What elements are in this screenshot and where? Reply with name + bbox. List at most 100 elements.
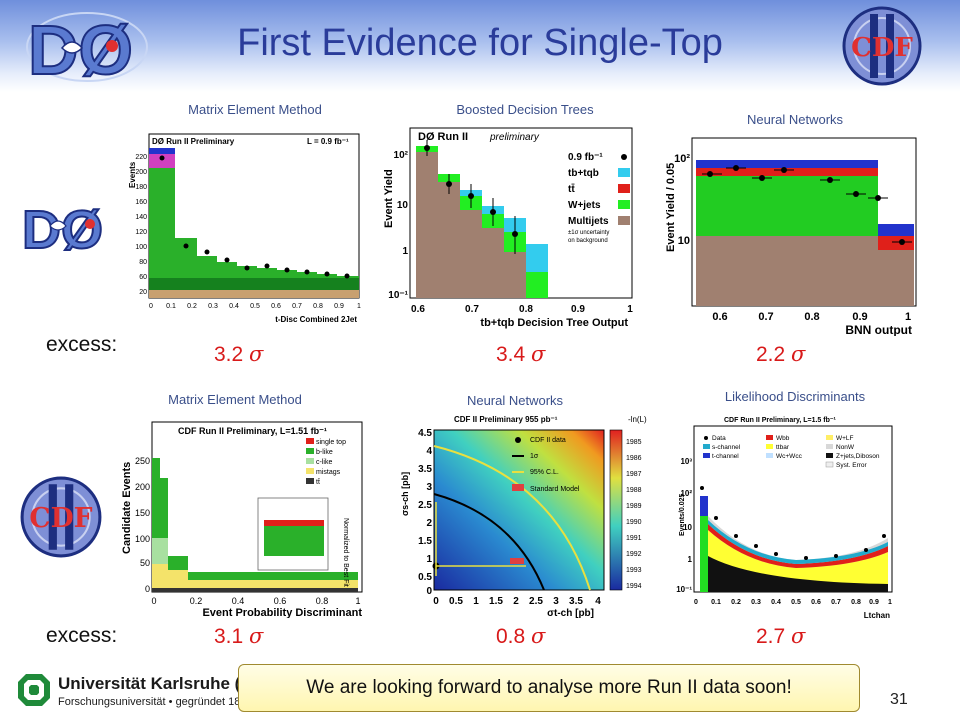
svg-text:1: 1 [402,246,408,257]
plot-cdf-matrix-element: CDF Run II Preliminary, L=1.51 fb⁻¹ sing… [118,418,366,618]
plot-cdf-mem-title: CDF Run II Preliminary, L=1.51 fb⁻¹ [178,426,327,436]
z-tick: 1994 [626,583,642,590]
legend-cdf-mem-0: single top [316,439,346,446]
panel-label-d0-nn: Neural Networks [746,112,844,127]
svg-text:0.9: 0.9 [852,311,867,323]
plot-d0-nn-ylabel: Event Yield / 0.05 [665,163,677,252]
cdf-logo-side: CDF [20,476,102,558]
svg-text:3: 3 [426,482,432,493]
plot-d0-bdt-title: DØ Run II [418,131,468,143]
slide-title: First Evidence for Single-Top [237,22,723,64]
plot-d0-mem-lumi: L = 0.9 fb⁻¹ [307,137,349,146]
legend-cdf-ld-1: s-channel [712,444,741,451]
svg-text:0: 0 [426,586,432,597]
excess-d0-mem: 3.2 σ [214,342,263,367]
excess-d0-mem-value: 3.2 [214,343,244,366]
svg-text:0.9: 0.9 [571,304,585,315]
svg-text:1: 1 [426,554,432,565]
svg-text:20: 20 [139,289,147,296]
svg-text:0: 0 [145,584,150,594]
legend-d0-bdt-6: on background [568,238,608,244]
legend-cdf-nn-1: 1σ [530,453,539,460]
legend-cdf-ld-5: Wc+Wcc [776,453,803,460]
svg-text:0: 0 [149,303,153,310]
plot-d0-nn-xlabel: BNN output [845,323,912,336]
excess-label-d0: excess: [46,333,118,356]
sigma-symbol: σ [531,342,546,366]
svg-text:0.3: 0.3 [751,599,761,606]
title-banner [0,0,960,92]
svg-text:0: 0 [151,596,156,606]
legend-cdf-ld-4: ttbar [776,444,790,451]
z-tick: 1990 [626,519,642,526]
svg-text:0.7: 0.7 [292,303,302,310]
legend-cdf-ld-3: Wbb [776,435,790,442]
plot-cdf-mem-side: Normalized to Best Fit [342,518,349,587]
legend-cdf-nn-0: CDF II data [530,437,566,444]
svg-text:250: 250 [135,456,150,466]
sigma-symbol: σ [531,624,546,648]
z-tick: 1989 [626,503,642,510]
plot-d0-bdt-ylabel: Event Yield [383,169,395,228]
z-tick: 1988 [626,487,642,494]
excess-d0-bdt: 3.4 σ [496,342,545,367]
cdf-logo-top: CDF [842,6,922,86]
z-tick: 1991 [626,535,642,542]
plot-d0-bdt-sub: preliminary [489,132,540,143]
excess-cdf-nn-value: 0.8 [496,625,526,648]
svg-text:4: 4 [426,446,432,457]
d0-logo-top: DØ [26,10,148,86]
plot-d0-mem-title: DØ Run II Preliminary [152,137,235,146]
excess-d0-bdt-value: 3.4 [496,343,526,366]
panel-label-cdf-ld: Likelihood Discriminants [724,389,866,404]
plot-cdf-nn-title: CDF II Preliminary 955 pb⁻¹ [454,415,558,424]
plot-d0-matrix-element: DØ Run II Preliminary L = 0.9 fb⁻¹ Event… [125,128,365,328]
svg-text:10²: 10² [680,489,692,498]
svg-text:1: 1 [688,555,693,564]
svg-text:2: 2 [513,596,519,607]
svg-text:2.5: 2.5 [529,596,543,607]
svg-text:0.8: 0.8 [804,311,819,323]
svg-text:0.6: 0.6 [271,303,281,310]
z-tick: 1987 [626,471,642,478]
karlsruhe-logo [18,674,50,706]
panel-label-cdf-nn: Neural Networks [466,393,564,408]
svg-text:0: 0 [433,596,439,607]
svg-text:10⁻¹: 10⁻¹ [388,290,408,301]
svg-text:0.5: 0.5 [791,599,801,606]
svg-text:3.5: 3.5 [569,596,583,607]
svg-text:1.5: 1.5 [418,536,432,547]
svg-text:160: 160 [135,199,147,206]
svg-text:0.6: 0.6 [274,596,287,606]
svg-text:0.4: 0.4 [771,599,781,606]
plot-cdf-ld-ylabel: Events/0.025 [679,493,686,536]
excess-cdf-ld: 2.7 σ [756,624,805,649]
d0-logo-side: DØ [21,199,104,256]
legend-cdf-nn-3: Standard Model [530,486,580,493]
svg-text:0.5: 0.5 [418,572,432,583]
svg-text:140: 140 [135,214,147,221]
svg-text:1: 1 [355,596,360,606]
svg-text:0.8: 0.8 [851,599,861,606]
svg-text:0.8: 0.8 [316,596,329,606]
plot-d0-mem-ylabel: Events [128,161,137,188]
legend-cdf-mem-4: tt̄ [316,478,320,486]
legend-cdf-nn-2: 95% C.L. [530,469,559,476]
svg-text:0.9: 0.9 [869,599,879,606]
legend-d0-bdt-3: W+jets [568,200,601,211]
svg-text:200: 200 [135,169,147,176]
svg-text:100: 100 [135,534,150,544]
cdf-logo-side-text: CDF [29,503,92,534]
z-tick: 1986 [626,455,642,462]
svg-text:200: 200 [135,482,150,492]
plot-cdf-likelihood: CDF Run II Preliminary, L=1.5 fb⁻¹ Data … [676,406,904,624]
excess-cdf-nn: 0.8 σ [496,624,545,649]
svg-text:1: 1 [357,303,361,310]
excess-cdf-ld-value: 2.7 [756,625,786,648]
plot-d0-bdt-xlabel: tb+tqb Decision Tree Output [480,317,628,329]
svg-text:4: 4 [595,596,601,607]
svg-text:0.6: 0.6 [712,311,727,323]
svg-text:10²: 10² [394,150,409,161]
svg-text:10⁻¹: 10⁻¹ [676,585,692,594]
svg-text:50: 50 [140,558,150,568]
